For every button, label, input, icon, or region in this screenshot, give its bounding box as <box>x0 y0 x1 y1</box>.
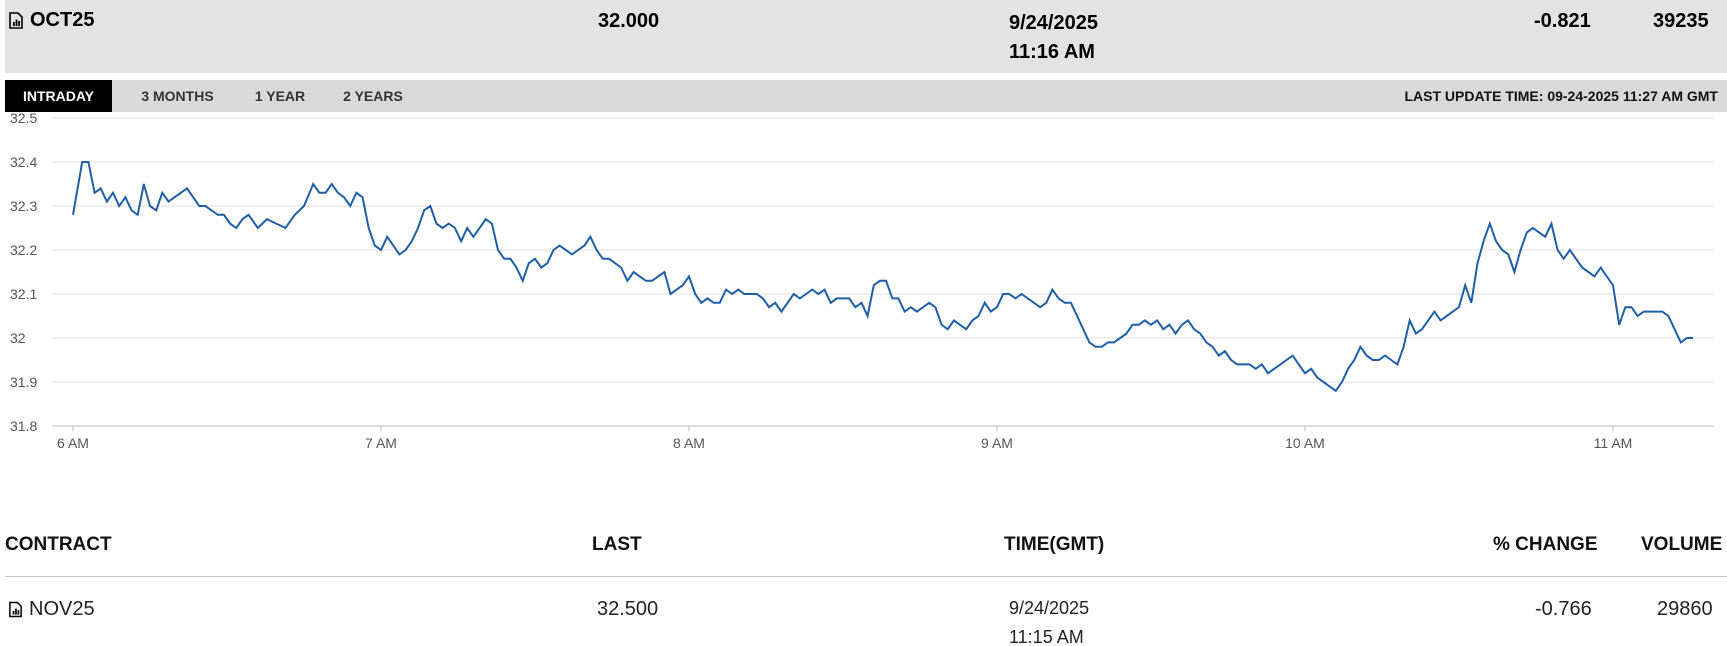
row-contract-name[interactable]: NOV25 <box>29 598 95 620</box>
summary-datetime: 9/24/2025 11:16 AM <box>1009 9 1098 67</box>
y-tick-label: 31.8 <box>10 418 37 434</box>
y-tick-label: 31.9 <box>10 374 37 390</box>
tab-1-year[interactable]: 1 YEAR <box>254 88 306 104</box>
x-axis-ticks: 6 AM 7 AM 8 AM 9 AM 10 AM 11 AM <box>57 426 1632 451</box>
summary-date: 9/24/2025 <box>1009 12 1098 34</box>
row-change: -0.766 <box>1535 598 1592 620</box>
header-last: LAST <box>592 534 642 555</box>
summary-last-price: 32.000 <box>598 10 660 32</box>
range-tab-bar: INTRADAY 3 MONTHS 1 YEAR 2 YEARS LAST UP… <box>5 80 1727 112</box>
summary-contract-name[interactable]: OCT25 <box>30 9 95 31</box>
header-volume: VOLUME <box>1641 534 1723 555</box>
y-tick-label: 32 <box>10 330 26 346</box>
y-tick-label: 32.4 <box>10 154 37 170</box>
x-tick-label: 9 AM <box>981 435 1013 451</box>
tab-3-months[interactable]: 3 MONTHS <box>141 88 214 104</box>
summary-volume: 39235 <box>1653 10 1709 32</box>
row-last: 32.500 <box>597 598 659 620</box>
tab-intraday[interactable]: INTRADAY <box>5 80 112 112</box>
contract-summary-bar: OCT25 32.000 9/24/2025 11:16 AM -0.821 3… <box>5 0 1727 73</box>
bar-chart-document-icon[interactable] <box>8 12 24 29</box>
row-datetime: 9/24/2025 11:15 AM <box>1009 594 1089 646</box>
header-contract: CONTRACT <box>5 534 112 555</box>
intraday-price-chart[interactable]: 32.5 32.4 32.3 32.2 32.1 32 31.9 31.8 6 AM 7 AM 8… <box>0 112 1727 512</box>
header-time: TIME(GMT) <box>1004 534 1105 555</box>
x-tick-label: 6 AM <box>57 435 89 451</box>
y-tick-label: 32.2 <box>10 242 37 258</box>
tab-2-years[interactable]: 2 YEARS <box>343 88 403 104</box>
x-tick-label: 11 AM <box>1594 435 1633 451</box>
row-volume: 29860 <box>1657 598 1713 620</box>
table-row[interactable]: NOV25 32.500 9/24/2025 11:15 AM -0.766 2… <box>5 580 1727 646</box>
row-date: 9/24/2025 <box>1009 598 1090 618</box>
summary-contract[interactable]: OCT25 <box>8 9 94 32</box>
y-tick-label: 32.1 <box>10 286 37 302</box>
y-tick-label: 32.3 <box>10 198 37 214</box>
contracts-table-header: CONTRACT LAST TIME(GMT) % CHANGE VOLUME <box>5 530 1727 577</box>
header-change: % CHANGE <box>1493 534 1598 555</box>
summary-change: -0.821 <box>1534 10 1591 32</box>
y-tick-label: 32.5 <box>10 112 37 126</box>
price-series-line[interactable] <box>72 161 1694 393</box>
bar-chart-document-icon[interactable] <box>8 601 23 618</box>
x-tick-label: 8 AM <box>673 435 705 451</box>
row-time: 11:15 AM <box>1009 627 1084 646</box>
row-contract[interactable]: NOV25 <box>8 598 95 621</box>
grid-lines <box>52 117 1714 427</box>
last-update-time: LAST UPDATE TIME: 09-24-2025 11:27 AM GM… <box>1404 88 1718 104</box>
y-axis-ticks: 32.5 32.4 32.3 32.2 32.1 32 31.9 31.8 <box>10 112 37 434</box>
summary-time: 11:16 AM <box>1009 41 1095 63</box>
x-tick-label: 7 AM <box>365 435 397 451</box>
x-tick-label: 10 AM <box>1285 435 1325 451</box>
